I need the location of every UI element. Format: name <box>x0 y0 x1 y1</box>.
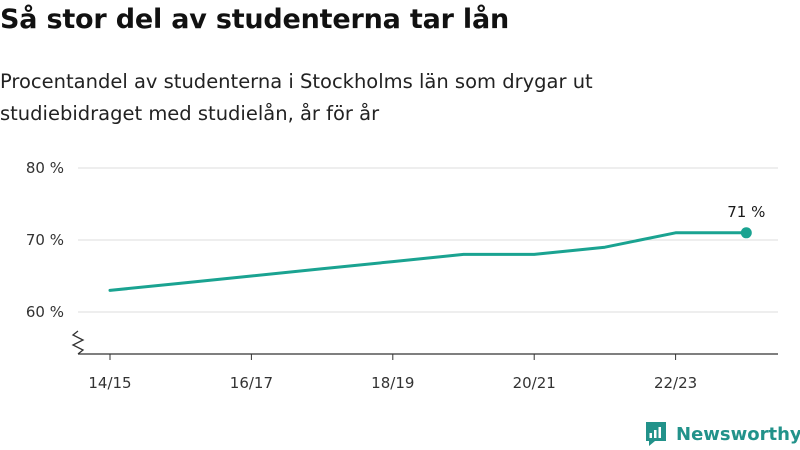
x-tick-label: 16/17 <box>230 374 273 392</box>
y-tick-label: 70 % <box>26 231 64 249</box>
x-tick-label: 20/21 <box>513 374 556 392</box>
end-value-label: 71 % <box>727 203 765 221</box>
y-tick-label: 60 % <box>26 303 64 321</box>
end-point-marker <box>740 227 752 239</box>
x-tick-label: 18/19 <box>371 374 414 392</box>
labels-layer: 60 % 70 % 80 % 14/15 16/17 18/19 20/21 22/23 71 … <box>26 159 765 392</box>
series-line <box>108 231 748 292</box>
newsworthy-logo-icon <box>646 422 666 446</box>
axis-break-icon <box>71 330 85 355</box>
gridlines <box>78 167 778 313</box>
chart-subtitle: Procentandel av studenterna i Stockholms… <box>0 70 593 125</box>
newsworthy-logo-text: Newsworthy <box>676 423 800 445</box>
x-axis <box>71 330 778 360</box>
series-layer <box>108 227 752 292</box>
x-tick-label: 22/23 <box>654 374 697 392</box>
x-tick-label: 14/15 <box>88 374 131 392</box>
chart-title: Så stor del av studenterna tar lån <box>0 4 509 35</box>
newsworthy-logo: Newsworthy <box>644 419 800 449</box>
y-tick-label: 80 % <box>26 159 64 177</box>
